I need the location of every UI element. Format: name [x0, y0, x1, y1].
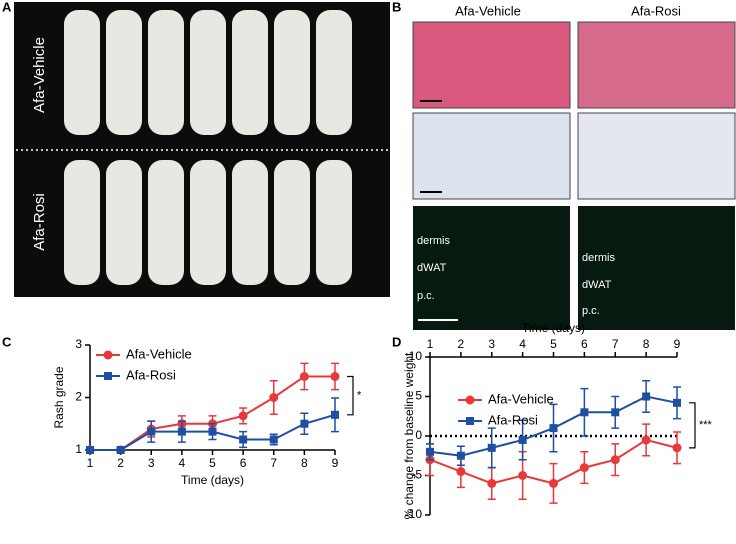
- marker: [147, 427, 156, 436]
- significance-bracket: [347, 375, 354, 416]
- marker: [86, 446, 94, 454]
- x-tick-label: 9: [674, 337, 681, 351]
- x-tick-label: 2: [458, 337, 465, 351]
- marker: [331, 410, 339, 419]
- legend-marker: [103, 350, 113, 360]
- x-tick-label: 7: [612, 337, 619, 351]
- marker: [456, 451, 465, 460]
- marker: [177, 427, 186, 436]
- tissue-label: p.c.: [582, 305, 600, 317]
- x-tick-label: 4: [179, 456, 186, 470]
- x-tick-label: 6: [581, 337, 588, 351]
- marker: [549, 424, 558, 433]
- x-tick-label: 3: [488, 337, 495, 351]
- tissue-label: dWAT: [582, 279, 612, 291]
- x-tick-label: 8: [301, 456, 308, 470]
- y-tick-label: -5: [411, 468, 422, 482]
- marker: [269, 393, 279, 402]
- marker: [487, 443, 496, 452]
- x-tick-label: 6: [240, 456, 247, 470]
- marker: [518, 435, 527, 444]
- y-tick-label: 10: [409, 349, 423, 363]
- tissue-label: dWAT: [417, 262, 447, 274]
- marker: [549, 478, 558, 488]
- x-tick-label: 3: [148, 456, 155, 470]
- x-tick-label: 1: [87, 456, 94, 470]
- y-tick-label: 5: [415, 389, 422, 403]
- marker: [642, 392, 651, 401]
- marker: [330, 372, 340, 381]
- marker: [300, 419, 309, 428]
- group-label: Afa-Vehicle: [31, 37, 48, 113]
- y-tick-label: 1: [75, 442, 82, 456]
- marker: [673, 398, 681, 407]
- oil-red-stain: [412, 112, 571, 200]
- panel-label: B: [392, 0, 401, 14]
- tissue-label: dermis: [417, 235, 451, 247]
- fluorescence: [413, 206, 570, 330]
- marker: [116, 446, 125, 454]
- marker: [579, 463, 589, 473]
- x-tick-label: 5: [550, 337, 557, 351]
- marker: [672, 443, 682, 453]
- panel-label: C: [2, 334, 12, 349]
- legend-marker: [465, 395, 475, 405]
- marker: [611, 408, 620, 417]
- x-tick-label: 4: [519, 337, 526, 351]
- panel-label: A: [2, 0, 12, 14]
- marker: [641, 435, 651, 445]
- legend-marker: [466, 417, 474, 425]
- marker: [456, 467, 466, 477]
- legend-marker: [104, 372, 112, 380]
- marker: [580, 408, 589, 417]
- column-header: Afa-Vehicle: [455, 3, 521, 18]
- y-axis-title: Rash grade: [52, 366, 66, 428]
- oil-red-stain: [577, 112, 736, 200]
- tissue-label: p.c.: [417, 290, 435, 302]
- significance-bracket: [689, 402, 696, 449]
- marker: [269, 435, 278, 444]
- x-tick-label: 1: [427, 337, 434, 351]
- y-tick-label: 2: [75, 390, 82, 404]
- significance-label: ***: [699, 419, 713, 431]
- marker: [518, 471, 528, 480]
- column-header: Afa-Rosi: [631, 3, 681, 18]
- y-axis-title: % change from baseline weight: [402, 352, 416, 519]
- x-tick-label: 5: [209, 456, 216, 470]
- y-tick-label: -10: [405, 507, 423, 521]
- mice: [64, 10, 352, 285]
- marker: [239, 435, 248, 444]
- marker: [238, 411, 248, 421]
- y-tick-label: 3: [75, 337, 82, 351]
- marker: [426, 447, 434, 456]
- y-tick-label: 0: [415, 428, 422, 442]
- legend-label: Afa-Rosi: [488, 412, 538, 427]
- group-label: Afa-Rosi: [31, 193, 48, 251]
- fluorescence: [578, 206, 735, 330]
- marker: [610, 455, 620, 465]
- he-stain: [577, 21, 736, 109]
- legend-label: Afa-Vehicle: [126, 346, 192, 361]
- panel-label: D: [392, 334, 401, 349]
- marker: [208, 427, 217, 436]
- x-tick-label: 9: [332, 456, 339, 470]
- x-tick-label: 2: [117, 456, 124, 470]
- legend-label: Afa-Rosi: [126, 367, 176, 382]
- significance-label: *: [357, 390, 362, 402]
- x-tick-label: 8: [643, 337, 650, 351]
- marker: [299, 372, 309, 381]
- x-tick-label: 7: [270, 456, 277, 470]
- marker: [487, 478, 497, 488]
- x-axis-title: Time (days): [522, 321, 585, 335]
- tissue-label: dermis: [582, 252, 616, 264]
- he-stain: [412, 21, 571, 109]
- legend-label: Afa-Vehicle: [488, 391, 554, 406]
- x-axis-title: Time (days): [181, 473, 244, 487]
